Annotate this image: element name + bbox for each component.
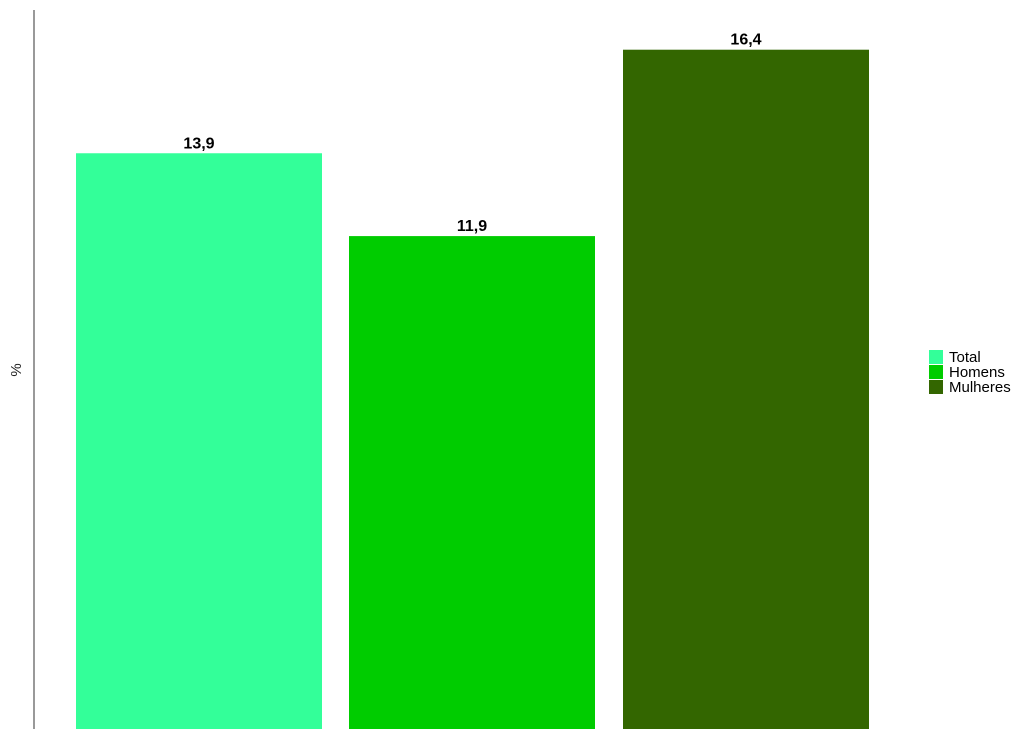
bar-value-label-homens: 11,9 — [457, 218, 487, 235]
legend-item-mulheres: Mulheres — [929, 379, 1011, 396]
bar-homens — [349, 236, 595, 729]
y-axis-title: % — [8, 363, 25, 376]
bar-value-label-total: 13,9 — [183, 135, 214, 152]
legend-item-homens: Homens — [929, 364, 1005, 381]
bar-total — [76, 153, 322, 729]
legend-label-total: Total — [949, 349, 981, 366]
legend-label-mulheres: Mulheres — [949, 379, 1011, 396]
legend-swatch-mulheres — [929, 380, 943, 394]
legend-swatch-total — [929, 350, 943, 364]
bar-mulheres — [623, 49, 869, 729]
bars-group — [76, 49, 869, 729]
legend-label-homens: Homens — [949, 364, 1005, 381]
bar-value-label-mulheres: 16,4 — [730, 32, 761, 49]
legend-swatch-homens — [929, 365, 943, 379]
legend-item-total: Total — [929, 349, 981, 366]
bar-value-labels-group: 13,9 11,9 16,4 — [183, 32, 761, 235]
